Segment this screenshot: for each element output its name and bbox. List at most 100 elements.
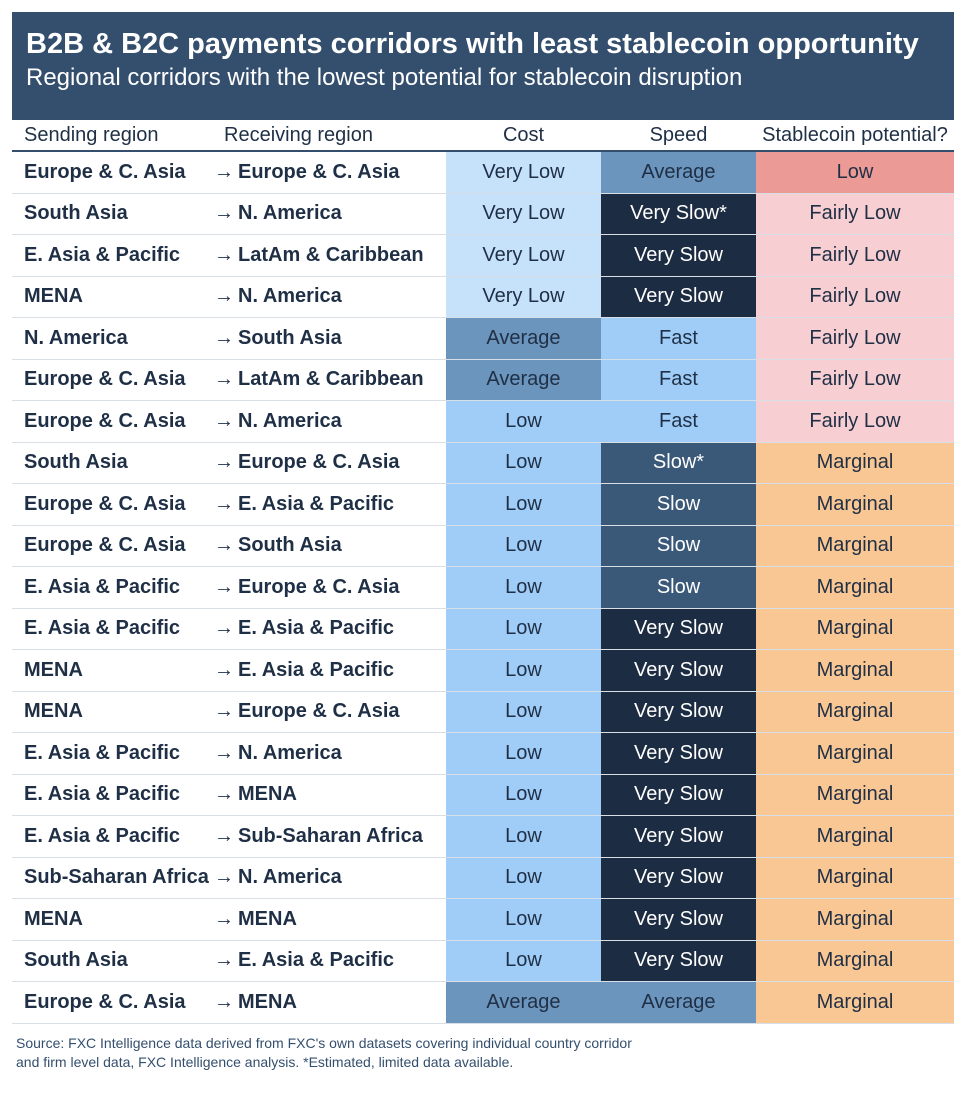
receiving-region-label: N. America <box>238 866 342 889</box>
receiving-region-cell: → E. Asia & Pacific <box>212 650 446 691</box>
cost-cell: Low <box>446 442 601 483</box>
receiving-region-cell: → MENA <box>212 982 446 1023</box>
speed-cell: Very Slow <box>601 816 756 857</box>
table-row: Europe & C. Asia → Europe & C. Asia Very Lo… <box>12 152 954 194</box>
arrow-right-icon: → <box>214 658 234 681</box>
receiving-region-label: South Asia <box>238 534 342 557</box>
arrow-right-icon: → <box>214 617 234 640</box>
table-row: Europe & C. Asia → N. America Low Fast Fairly… <box>12 401 954 443</box>
cost-cell: Average <box>446 982 601 1023</box>
speed-cell: Very Slow <box>601 235 756 276</box>
speed-cell: Fast <box>601 318 756 359</box>
chart-subtitle: Regional corridors with the lowest poten… <box>26 64 743 91</box>
sending-region-cell: Sub-Saharan Africa <box>24 866 209 889</box>
table-row: E. Asia & Pacific → LatAm & Caribbean Very … <box>12 235 954 277</box>
corridor-table: Sending region Receiving region Cost Spe… <box>12 120 954 1024</box>
receiving-region-label: MENA <box>238 907 297 930</box>
receiving-region-cell: → MENA <box>212 899 446 940</box>
table-row: E. Asia & Pacific → Europe & C. Asia Low Slo… <box>12 567 954 609</box>
speed-cell: Very Slow <box>601 857 756 898</box>
speed-cell: Slow <box>601 484 756 525</box>
sending-region-cell: MENA <box>24 700 83 723</box>
arrow-right-icon: → <box>214 409 234 432</box>
stablecoin-potential-cell: Marginal <box>756 484 954 525</box>
table-row: South Asia → Europe & C. Asia Low Slow* Margi… <box>12 442 954 484</box>
receiving-region-label: South Asia <box>238 326 342 349</box>
cost-cell: Low <box>446 774 601 815</box>
table-row: N. America → South Asia Average Fast Fairly L… <box>12 318 954 360</box>
sending-region-cell: E. Asia & Pacific <box>24 617 180 640</box>
stablecoin-potential-cell: Fairly Low <box>756 318 954 359</box>
stablecoin-potential-cell: Marginal <box>756 733 954 774</box>
receiving-region-label: E. Asia & Pacific <box>238 658 394 681</box>
arrow-right-icon: → <box>214 741 234 764</box>
arrow-right-icon: → <box>214 700 234 723</box>
column-header-speed: Speed <box>649 123 708 146</box>
arrow-right-icon: → <box>214 243 234 266</box>
receiving-region-cell: → LatAm & Caribbean <box>212 235 446 276</box>
receiving-region-cell: → E. Asia & Pacific <box>212 484 446 525</box>
sending-region-cell: E. Asia & Pacific <box>24 824 180 847</box>
speed-cell: Average <box>601 152 756 193</box>
sending-region-cell: E. Asia & Pacific <box>24 741 180 764</box>
table-row: E. Asia & Pacific → E. Asia & Pacific Low Ve… <box>12 608 954 650</box>
arrow-right-icon: → <box>214 949 234 972</box>
table-row: MENA → N. America Very Low Very Slow Fairly L… <box>12 276 954 318</box>
table-row: Europe & C. Asia → E. Asia & Pacific Low Slo… <box>12 484 954 526</box>
speed-cell: Slow <box>601 525 756 566</box>
sending-region-cell: N. America <box>24 326 128 349</box>
receiving-region-label: Europe & C. Asia <box>238 700 400 723</box>
receiving-region-cell: → Europe & C. Asia <box>212 692 446 733</box>
receiving-region-cell: → MENA <box>212 775 446 816</box>
cost-cell: Very Low <box>446 152 601 193</box>
arrow-right-icon: → <box>214 160 234 183</box>
receiving-region-label: Europe & C. Asia <box>238 451 400 474</box>
cost-cell: Very Low <box>446 276 601 317</box>
stablecoin-potential-cell: Marginal <box>756 525 954 566</box>
speed-cell: Slow* <box>601 442 756 483</box>
stablecoin-potential-cell: Low <box>756 152 954 193</box>
stablecoin-potential-cell: Marginal <box>756 899 954 940</box>
source-note: Source: FXC Intelligence data derived fr… <box>16 1034 916 1072</box>
receiving-region-label: Europe & C. Asia <box>238 160 400 183</box>
stablecoin-potential-cell: Marginal <box>756 442 954 483</box>
arrow-right-icon: → <box>214 907 234 930</box>
receiving-region-cell: → South Asia <box>212 318 446 359</box>
receiving-region-cell: → Europe & C. Asia <box>212 567 446 608</box>
speed-cell: Very Slow <box>601 899 756 940</box>
receiving-region-label: N. America <box>238 409 342 432</box>
sending-region-cell: E. Asia & Pacific <box>24 575 180 598</box>
receiving-region-label: E. Asia & Pacific <box>238 949 394 972</box>
source-note-line-1: Source: FXC Intelligence data derived fr… <box>16 1035 632 1051</box>
receiving-region-cell: → N. America <box>212 277 446 318</box>
stablecoin-potential-cell: Fairly Low <box>756 359 954 400</box>
stablecoin-potential-cell: Marginal <box>756 567 954 608</box>
receiving-region-cell: → E. Asia & Pacific <box>212 941 446 982</box>
stablecoin-potential-cell: Marginal <box>756 650 954 691</box>
receiving-region-cell: → N. America <box>212 858 446 899</box>
sending-region-cell: Europe & C. Asia <box>24 368 186 391</box>
arrow-right-icon: → <box>214 202 234 225</box>
arrow-right-icon: → <box>214 534 234 557</box>
sending-region-cell: Europe & C. Asia <box>24 409 186 432</box>
speed-cell: Average <box>601 982 756 1023</box>
arrow-right-icon: → <box>214 783 234 806</box>
table-header-row: Sending region Receiving region Cost Spe… <box>12 120 954 152</box>
receiving-region-cell: → N. America <box>212 733 446 774</box>
arrow-right-icon: → <box>214 368 234 391</box>
sending-region-cell: MENA <box>24 907 83 930</box>
cost-cell: Low <box>446 857 601 898</box>
receiving-region-label: N. America <box>238 285 342 308</box>
cost-cell: Low <box>446 816 601 857</box>
receiving-region-label: MENA <box>238 990 297 1013</box>
sending-region-cell: E. Asia & Pacific <box>24 243 180 266</box>
arrow-right-icon: → <box>214 824 234 847</box>
speed-cell: Fast <box>601 359 756 400</box>
cost-cell: Low <box>446 608 601 649</box>
column-header-cost: Cost <box>502 123 545 146</box>
speed-cell: Very Slow <box>601 276 756 317</box>
speed-cell: Very Slow <box>601 691 756 732</box>
cost-cell: Low <box>446 401 601 442</box>
cost-cell: Low <box>446 484 601 525</box>
arrow-right-icon: → <box>214 866 234 889</box>
